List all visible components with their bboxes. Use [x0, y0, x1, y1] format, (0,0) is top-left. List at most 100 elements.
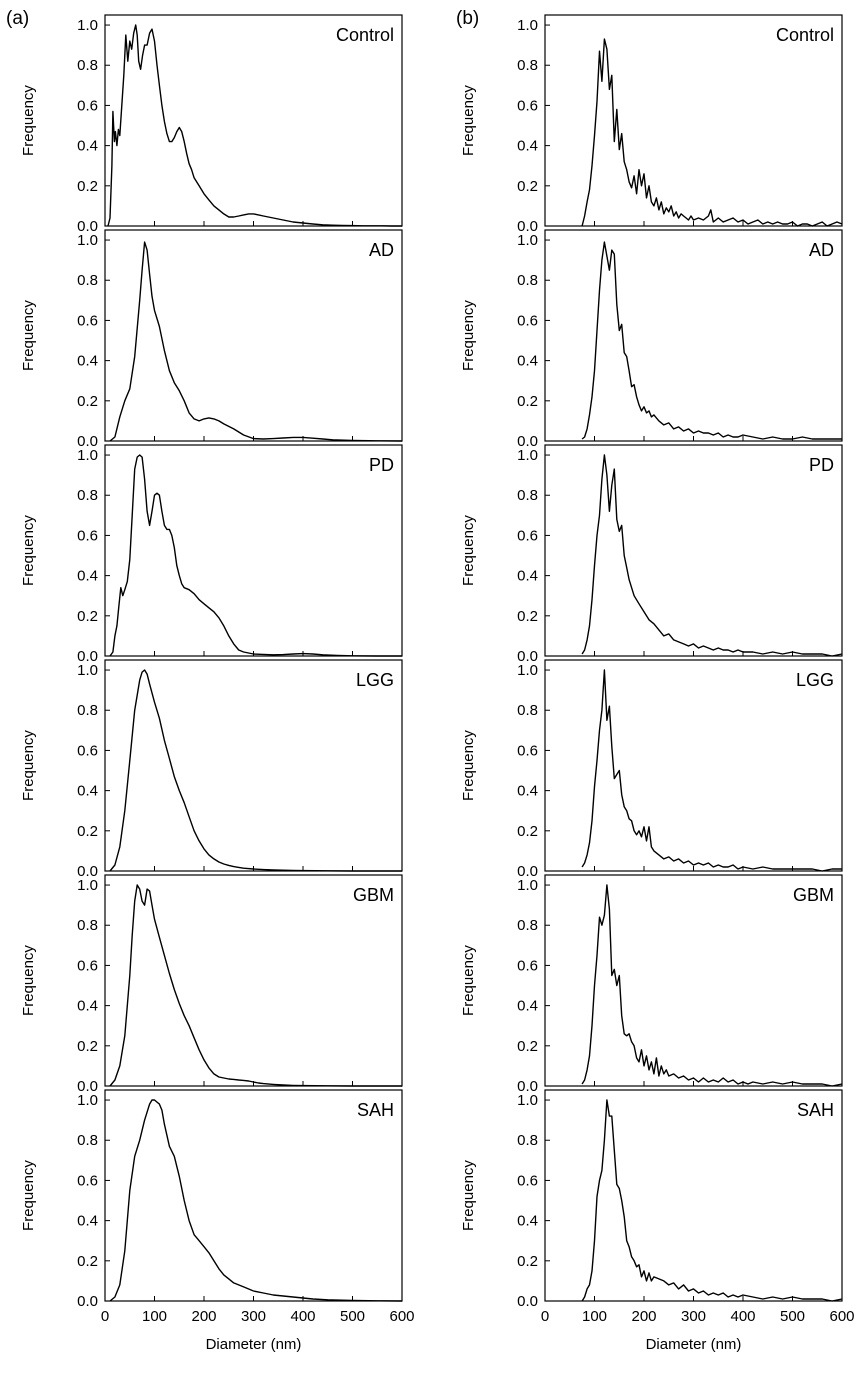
panel-a-5-xtick-label: 300 — [241, 1308, 266, 1325]
panel-a-0-ytick-label: 0.6 — [77, 97, 98, 114]
panel-a-0-ytick-label: 0.8 — [77, 57, 98, 74]
panel-a-5-ytick-label: 0.6 — [77, 1172, 98, 1189]
panel-b-4-ytick-label: 0.8 — [517, 917, 538, 934]
panel-a-4-ytick-label: 0.0 — [77, 1078, 98, 1095]
panel-a-5-ytick-label: 0.8 — [77, 1132, 98, 1149]
panel-a-0-frame — [104, 14, 403, 227]
panel-b-5-xtick-label: 300 — [681, 1308, 706, 1325]
panel-a-2-ytick-label: 0.6 — [77, 527, 98, 544]
panel-a-3-ytick-label: 0.4 — [77, 783, 98, 800]
panel-a-5-series-line — [109, 1099, 403, 1302]
panel-a-4-ylabel: Frequency — [20, 945, 37, 1016]
panel-a-5-ytick-label: 1.0 — [77, 1092, 98, 1109]
panel-b-2-ytick-label: 0.8 — [517, 487, 538, 504]
panel-a-5-xtick-label: 400 — [290, 1308, 315, 1325]
panel-b-3-ytick-label: 1.0 — [517, 662, 538, 679]
panel-b-5-ytick-label: 0.0 — [517, 1293, 538, 1310]
panel-b-4-ytick-label: 1.0 — [517, 877, 538, 894]
panel-a-1-title: AD — [369, 240, 394, 260]
panel-b-4-title: GBM — [793, 885, 834, 905]
panel-b-0-ytick-label: 0.8 — [517, 57, 538, 74]
panel-a-3-ylabel: Frequency — [20, 730, 37, 801]
panel-b-0-ytick-label: 0.6 — [517, 97, 538, 114]
panel-b-2-series-line — [581, 454, 843, 657]
panel-b-5-xtick-label: 100 — [582, 1308, 607, 1325]
panel-b-3-ytick-label: 0.8 — [517, 702, 538, 719]
panel-b-4-series-line — [581, 884, 843, 1087]
panel-b-5-frame — [544, 1089, 843, 1302]
panel-a-5-title: SAH — [357, 1100, 394, 1120]
panel-b-0-ytick-label: 0.2 — [517, 178, 538, 195]
panel-a-1-ytick-label: 0.4 — [77, 353, 98, 370]
panel-b-1-ytick-label: 0.6 — [517, 312, 538, 329]
panel-b-0-series-line — [581, 38, 843, 227]
panel-b-0-ytick-label: 0.0 — [517, 218, 538, 235]
panel-a-0-ylabel: Frequency — [20, 85, 37, 156]
panel-b-0-title: Control — [776, 25, 834, 45]
panel-b-1-frame — [544, 229, 843, 442]
panel-b-3-title: LGG — [796, 670, 834, 690]
panel-b-5-xtick-label: 200 — [631, 1308, 656, 1325]
panel-b-1-series-line — [581, 241, 842, 440]
panel-b-5-ytick-label: 0.2 — [517, 1253, 538, 1270]
panel-b-0-ytick-label: 1.0 — [517, 17, 538, 34]
panel-b-1-ytick-label: 0.0 — [517, 433, 538, 450]
panel-b-2-ytick-label: 0.0 — [517, 648, 538, 665]
panel-a-5-ytick-label: 0.2 — [77, 1253, 98, 1270]
panel-a-0-title: Control — [336, 25, 394, 45]
panel-b-3-ytick-label: 0.2 — [517, 823, 538, 840]
panel-b-5-xtick-label: 0 — [541, 1308, 549, 1325]
panel-a-1-series-line — [109, 241, 403, 442]
panel-a-2-ytick-label: 0.0 — [77, 648, 98, 665]
panel-a-5-xtick-label: 100 — [142, 1308, 167, 1325]
panel-a-4-ytick-label: 0.2 — [77, 1038, 98, 1055]
panel-a-0-ytick-label: 0.2 — [77, 178, 98, 195]
panel-a-4-series-line — [109, 884, 402, 1087]
panel-a-0-ytick-label: 0.0 — [77, 218, 98, 235]
panel-b-3-series-line — [581, 669, 842, 872]
panel-a-2-ytick-label: 1.0 — [77, 447, 98, 464]
panel-b-4-ytick-label: 0.0 — [517, 1078, 538, 1095]
panel-b-3-ytick-label: 0.6 — [517, 742, 538, 759]
panel-a-4-frame — [104, 874, 403, 1087]
panel-a-5-xtick-label: 500 — [340, 1308, 365, 1325]
panel-b-0-ylabel: Frequency — [460, 85, 477, 156]
panel-b-5-xtick-label: 500 — [780, 1308, 805, 1325]
panel-a-0-ytick-label: 1.0 — [77, 17, 98, 34]
panel-a-3-ytick-label: 0.6 — [77, 742, 98, 759]
panel-b-1-ytick-label: 0.4 — [517, 353, 538, 370]
panel-b-3-ylabel: Frequency — [460, 730, 477, 801]
panel-a-5-xlabel: Diameter (nm) — [206, 1336, 302, 1353]
panel-a-2-frame — [104, 444, 403, 657]
panel-b-2-ytick-label: 0.4 — [517, 568, 538, 585]
panel-b-2-title: PD — [809, 455, 834, 475]
panel-a-4-ytick-label: 0.4 — [77, 998, 98, 1015]
panel-b-5-title: SAH — [797, 1100, 834, 1120]
panel-b-2-ytick-label: 1.0 — [517, 447, 538, 464]
panel-b-4-ylabel: Frequency — [460, 945, 477, 1016]
panel-a-2-ytick-label: 0.8 — [77, 487, 98, 504]
panel-a-3-ytick-label: 0.8 — [77, 702, 98, 719]
panel-b-2-ytick-label: 0.6 — [517, 527, 538, 544]
panel-a-1-ytick-label: 0.6 — [77, 312, 98, 329]
panel-a-5-xtick-label: 600 — [389, 1308, 414, 1325]
panel-a-3-title: LGG — [356, 670, 394, 690]
panel-a-3-ytick-label: 0.2 — [77, 823, 98, 840]
panel-a-5-ylabel: Frequency — [20, 1160, 37, 1231]
panel-a-3-series-line — [109, 669, 402, 872]
panel-a-3-ytick-label: 0.0 — [77, 863, 98, 880]
panel-b-1-title: AD — [809, 240, 834, 260]
panel-label-a: (a) — [6, 8, 30, 29]
panel-a-2-title: PD — [369, 455, 394, 475]
panel-a-5-ytick-label: 0.0 — [77, 1293, 98, 1310]
panel-a-2-series-line — [109, 454, 402, 657]
panel-b-4-ytick-label: 0.4 — [517, 998, 538, 1015]
panel-b-2-ytick-label: 0.2 — [517, 608, 538, 625]
panel-a-5-ytick-label: 0.4 — [77, 1213, 98, 1230]
panel-a-5-frame — [104, 1089, 403, 1302]
panel-b-5-xtick-label: 400 — [730, 1308, 755, 1325]
panel-a-1-ytick-label: 0.8 — [77, 272, 98, 289]
panel-b-5-series-line — [581, 1099, 843, 1302]
panel-b-3-ytick-label: 0.4 — [517, 783, 538, 800]
panel-a-4-ytick-label: 1.0 — [77, 877, 98, 894]
